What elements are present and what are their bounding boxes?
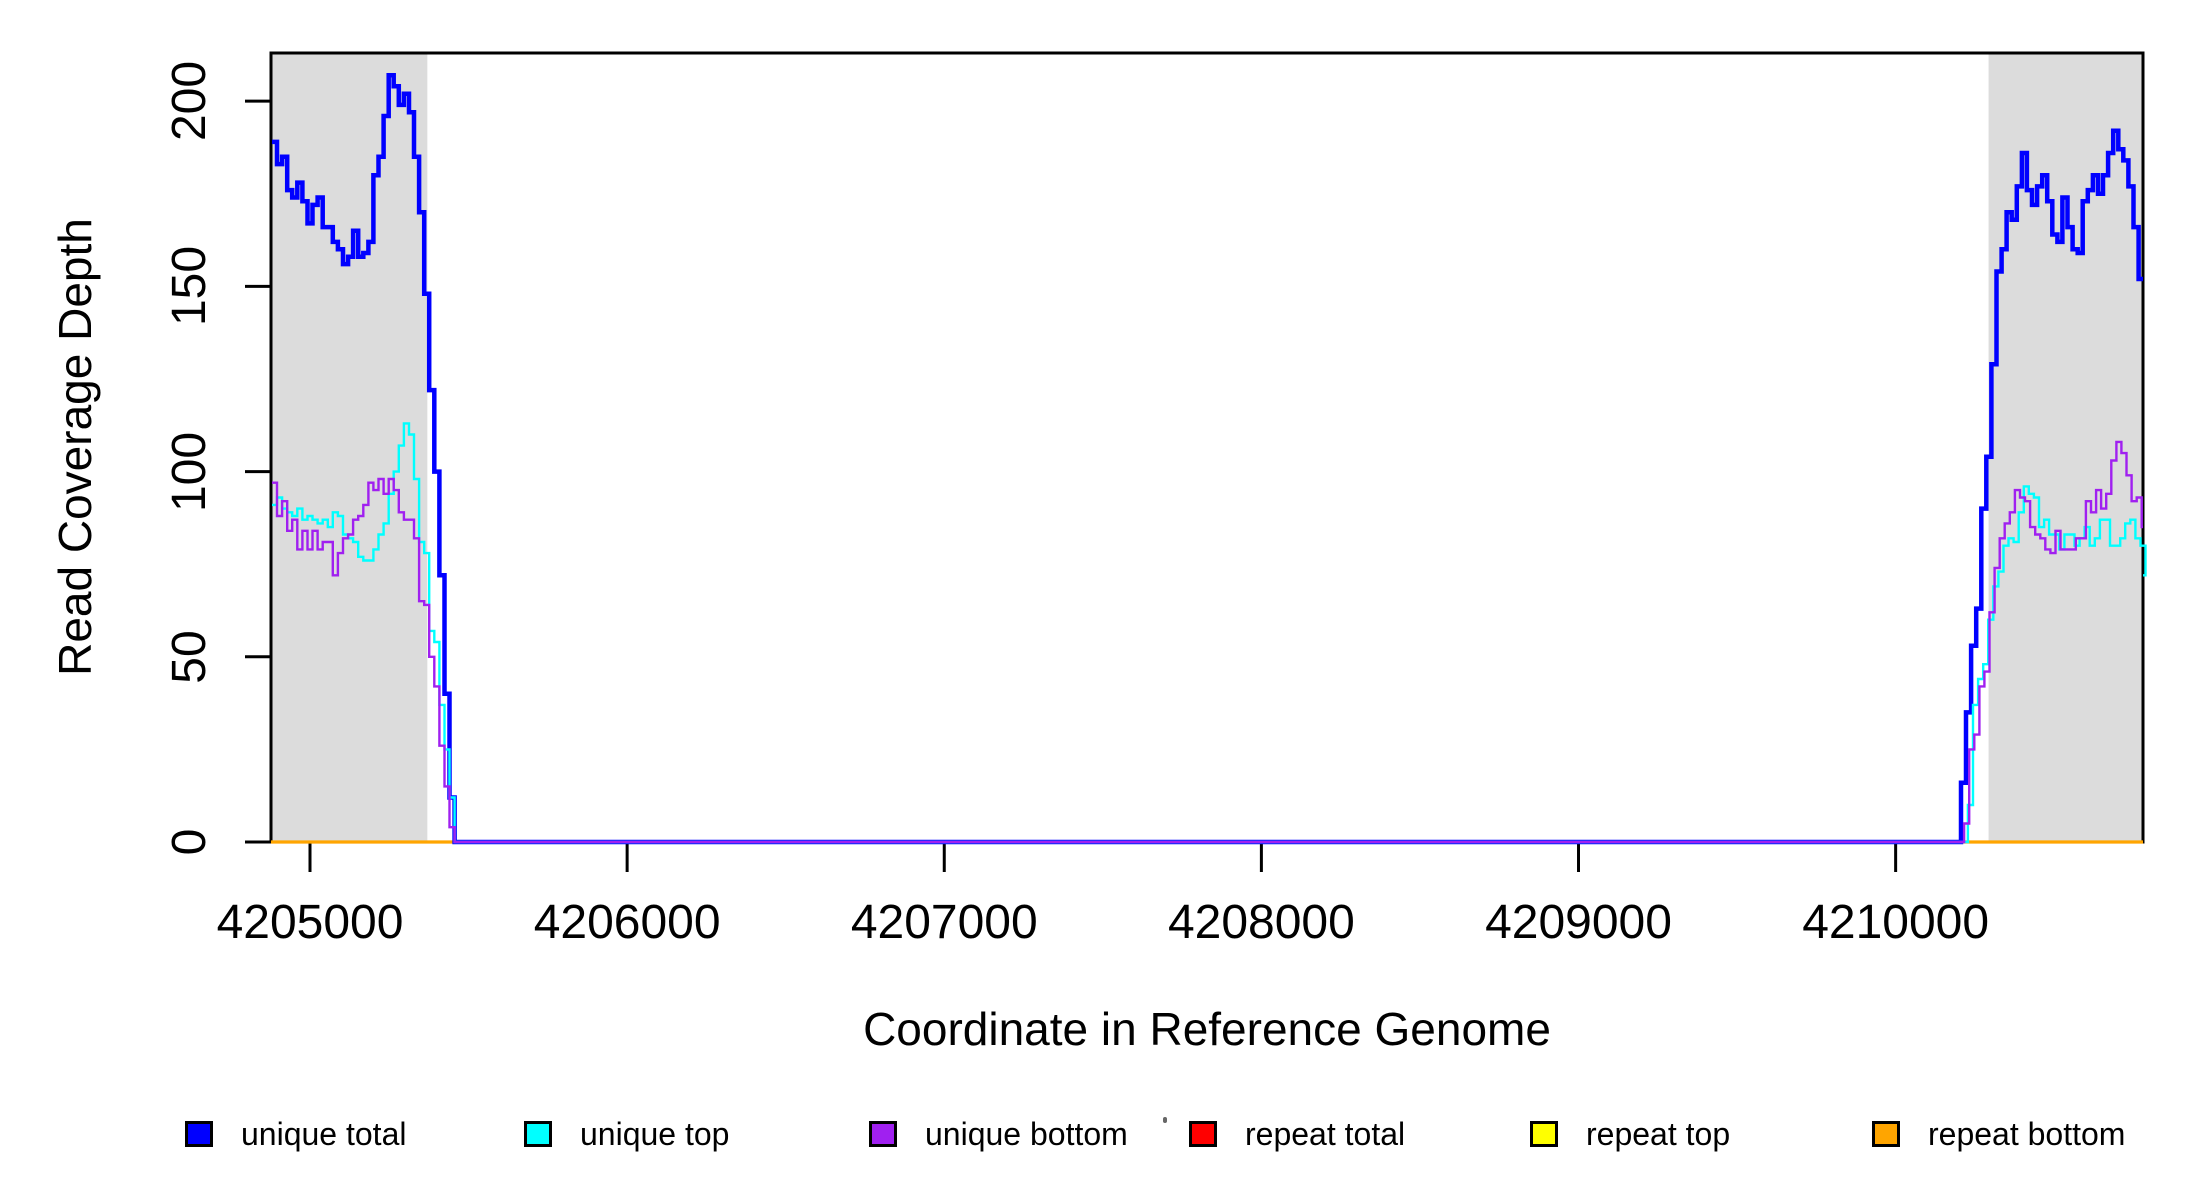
x-tick-label: 4209000 — [1485, 896, 1672, 949]
x-tick-label: 4210000 — [1802, 896, 1990, 949]
stray-mark — [1163, 1117, 1167, 1123]
y-axis-title: Read Coverage Depth — [49, 218, 101, 676]
x-axis-title: Coordinate in Reference Genome — [863, 1003, 1551, 1055]
x-tick-label: 4206000 — [533, 896, 721, 949]
x-tick-label: 4208000 — [1167, 896, 1355, 949]
series-unique-total — [272, 72, 2143, 845]
x-tick-label: 4207000 — [850, 896, 1038, 949]
plot-border — [269, 51, 2145, 844]
shaded-region — [1988, 53, 2143, 842]
shaded-region — [271, 53, 428, 842]
x-tick-label: 4205000 — [216, 896, 404, 949]
series-unique-top — [272, 422, 2147, 844]
y-tick-label: 200 — [163, 61, 216, 142]
series-unique-bottom — [272, 440, 2143, 844]
